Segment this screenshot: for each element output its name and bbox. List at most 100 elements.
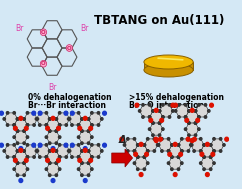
Circle shape — [87, 162, 90, 164]
Circle shape — [136, 156, 139, 158]
Circle shape — [59, 124, 61, 126]
Circle shape — [16, 118, 19, 120]
Circle shape — [210, 156, 212, 158]
Circle shape — [101, 118, 103, 120]
Polygon shape — [14, 151, 27, 163]
Circle shape — [134, 152, 137, 156]
Circle shape — [59, 156, 61, 158]
Circle shape — [71, 156, 73, 158]
Circle shape — [81, 130, 83, 132]
Circle shape — [3, 118, 6, 120]
Circle shape — [40, 60, 47, 67]
Polygon shape — [211, 139, 224, 151]
Circle shape — [154, 108, 158, 112]
Circle shape — [71, 124, 73, 126]
Circle shape — [0, 143, 3, 147]
Polygon shape — [46, 163, 60, 175]
Circle shape — [145, 152, 148, 156]
Circle shape — [146, 138, 149, 140]
Circle shape — [143, 168, 146, 170]
Circle shape — [45, 168, 48, 170]
Circle shape — [158, 122, 161, 124]
Circle shape — [213, 150, 215, 152]
Circle shape — [0, 111, 3, 115]
Circle shape — [179, 152, 182, 156]
Circle shape — [153, 138, 156, 140]
Circle shape — [152, 110, 154, 112]
Circle shape — [23, 130, 25, 132]
Circle shape — [46, 126, 49, 130]
Circle shape — [23, 150, 25, 152]
Circle shape — [171, 156, 173, 158]
Circle shape — [78, 158, 82, 162]
Polygon shape — [135, 145, 148, 157]
Circle shape — [210, 144, 212, 146]
FancyArrow shape — [112, 149, 133, 167]
Polygon shape — [159, 139, 172, 151]
Circle shape — [59, 144, 61, 146]
Circle shape — [65, 124, 68, 126]
Circle shape — [136, 144, 139, 146]
Circle shape — [57, 126, 60, 130]
Polygon shape — [89, 145, 102, 157]
Circle shape — [45, 144, 48, 146]
Circle shape — [77, 168, 80, 170]
Circle shape — [23, 162, 25, 164]
Circle shape — [57, 158, 60, 162]
Circle shape — [66, 45, 73, 51]
Circle shape — [13, 156, 15, 158]
Circle shape — [181, 162, 183, 164]
Circle shape — [185, 118, 189, 122]
Circle shape — [77, 112, 80, 114]
Circle shape — [26, 144, 29, 146]
Circle shape — [158, 110, 161, 112]
Circle shape — [55, 150, 58, 152]
Circle shape — [190, 144, 193, 146]
Circle shape — [198, 116, 200, 118]
Circle shape — [133, 162, 136, 164]
Circle shape — [26, 112, 29, 114]
Circle shape — [83, 179, 87, 183]
Circle shape — [148, 104, 151, 106]
Polygon shape — [150, 111, 163, 123]
Circle shape — [177, 156, 180, 158]
Circle shape — [203, 168, 205, 170]
Polygon shape — [69, 113, 82, 125]
Circle shape — [203, 144, 205, 146]
Circle shape — [97, 124, 100, 126]
Circle shape — [55, 118, 58, 120]
Polygon shape — [179, 139, 192, 151]
Circle shape — [194, 110, 197, 112]
Circle shape — [77, 124, 80, 126]
Circle shape — [200, 152, 204, 156]
Circle shape — [177, 168, 180, 170]
Circle shape — [168, 152, 172, 156]
Circle shape — [186, 137, 190, 141]
Circle shape — [205, 142, 209, 146]
Circle shape — [97, 156, 100, 158]
Circle shape — [139, 173, 143, 177]
Circle shape — [153, 150, 156, 152]
Circle shape — [193, 138, 195, 140]
Circle shape — [194, 122, 197, 124]
Polygon shape — [79, 163, 92, 175]
Circle shape — [167, 150, 170, 152]
Polygon shape — [37, 113, 50, 125]
Polygon shape — [4, 113, 17, 125]
Polygon shape — [201, 157, 214, 169]
Circle shape — [158, 122, 161, 124]
Circle shape — [167, 162, 170, 164]
Circle shape — [48, 118, 51, 120]
Circle shape — [59, 136, 61, 138]
Circle shape — [162, 104, 164, 106]
Circle shape — [139, 142, 143, 146]
Polygon shape — [14, 119, 27, 131]
Circle shape — [48, 130, 51, 132]
Circle shape — [171, 103, 175, 107]
Circle shape — [81, 142, 83, 144]
Circle shape — [188, 122, 190, 124]
Circle shape — [81, 174, 83, 177]
Circle shape — [87, 118, 90, 120]
Circle shape — [40, 29, 47, 36]
Circle shape — [48, 174, 51, 177]
